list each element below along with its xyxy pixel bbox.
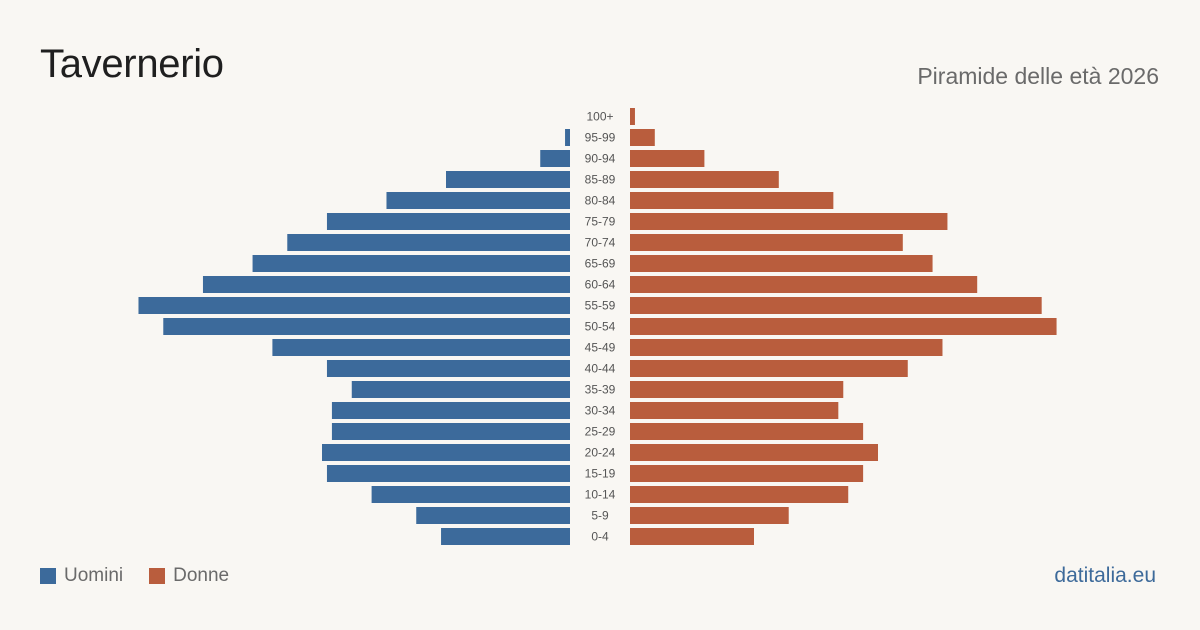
- bar-women-85-89: [630, 171, 779, 188]
- bar-men-10-14: [371, 486, 570, 503]
- age-label-85-89: 85-89: [585, 173, 616, 187]
- bar-women-15-19: [630, 465, 864, 482]
- bar-women-35-39: [630, 381, 844, 398]
- bar-women-55-59: [630, 297, 1042, 314]
- age-label-95-99: 95-99: [585, 131, 616, 145]
- bar-men-40-44: [326, 360, 570, 377]
- bar-men-0-4: [441, 528, 570, 545]
- age-label-40-44: 40-44: [585, 362, 616, 376]
- bar-men-25-29: [331, 423, 570, 440]
- bar-women-70-74: [630, 234, 903, 251]
- bar-women-40-44: [630, 360, 908, 377]
- bar-women-60-64: [630, 276, 978, 293]
- age-label-80-84: 80-84: [585, 194, 616, 208]
- bar-men-65-69: [252, 255, 570, 272]
- age-label-50-54: 50-54: [585, 320, 616, 334]
- bar-men-85-89: [446, 171, 570, 188]
- age-label-65-69: 65-69: [585, 257, 616, 271]
- bar-men-20-24: [322, 444, 570, 461]
- legend-label-men: Uomini: [64, 565, 124, 586]
- bar-men-15-19: [326, 465, 570, 482]
- age-label-70-74: 70-74: [585, 236, 616, 250]
- bar-women-80-84: [630, 192, 834, 209]
- bar-men-55-59: [138, 297, 571, 314]
- legend-swatch-men: [40, 568, 56, 584]
- age-label-35-39: 35-39: [585, 383, 616, 397]
- bar-men-70-74: [287, 234, 570, 251]
- legend-item-women: Donne: [149, 565, 229, 587]
- bar-women-75-79: [630, 213, 948, 230]
- age-label-10-14: 10-14: [585, 488, 616, 502]
- chart-title: Tavernerio: [40, 42, 224, 86]
- bar-men-75-79: [326, 213, 570, 230]
- bar-women-5-9: [630, 507, 789, 524]
- brand-link[interactable]: datitalia.eu: [1054, 564, 1156, 587]
- legend-item-men: Uomini: [40, 565, 123, 587]
- chart-subtitle: Piramide delle età 2026: [917, 63, 1159, 89]
- bar-women-100+: [630, 108, 635, 125]
- bar-men-60-64: [202, 276, 570, 293]
- bar-women-30-34: [630, 402, 839, 419]
- bar-women-45-49: [630, 339, 943, 356]
- age-label-75-79: 75-79: [585, 215, 616, 229]
- bar-women-95-99: [630, 129, 655, 146]
- legend-label-women: Donne: [173, 565, 230, 586]
- bar-men-30-34: [331, 402, 570, 419]
- age-label-25-29: 25-29: [585, 425, 616, 439]
- bar-men-50-54: [163, 318, 570, 335]
- age-label-90-94: 90-94: [585, 152, 616, 166]
- age-label-0-4: 0-4: [591, 530, 609, 544]
- age-label-30-34: 30-34: [585, 404, 616, 418]
- bar-men-90-94: [540, 150, 570, 167]
- age-label-5-9: 5-9: [591, 509, 609, 523]
- bar-women-50-54: [630, 318, 1057, 335]
- bar-men-80-84: [386, 192, 570, 209]
- bar-men-45-49: [272, 339, 570, 356]
- bar-women-0-4: [630, 528, 754, 545]
- bar-women-25-29: [630, 423, 864, 440]
- bar-women-20-24: [630, 444, 878, 461]
- age-label-15-19: 15-19: [585, 467, 616, 481]
- age-label-45-49: 45-49: [585, 341, 616, 355]
- bar-women-90-94: [630, 150, 705, 167]
- age-label-60-64: 60-64: [585, 278, 616, 292]
- bar-men-95-99: [565, 129, 570, 146]
- bar-women-65-69: [630, 255, 933, 272]
- age-label-100+: 100+: [586, 110, 613, 124]
- legend: Uomini Donne: [40, 565, 255, 587]
- legend-swatch-women: [149, 568, 166, 584]
- age-label-20-24: 20-24: [585, 446, 616, 460]
- bar-men-5-9: [416, 507, 570, 524]
- bar-women-10-14: [630, 486, 849, 503]
- age-label-55-59: 55-59: [585, 299, 616, 313]
- bar-men-35-39: [351, 381, 570, 398]
